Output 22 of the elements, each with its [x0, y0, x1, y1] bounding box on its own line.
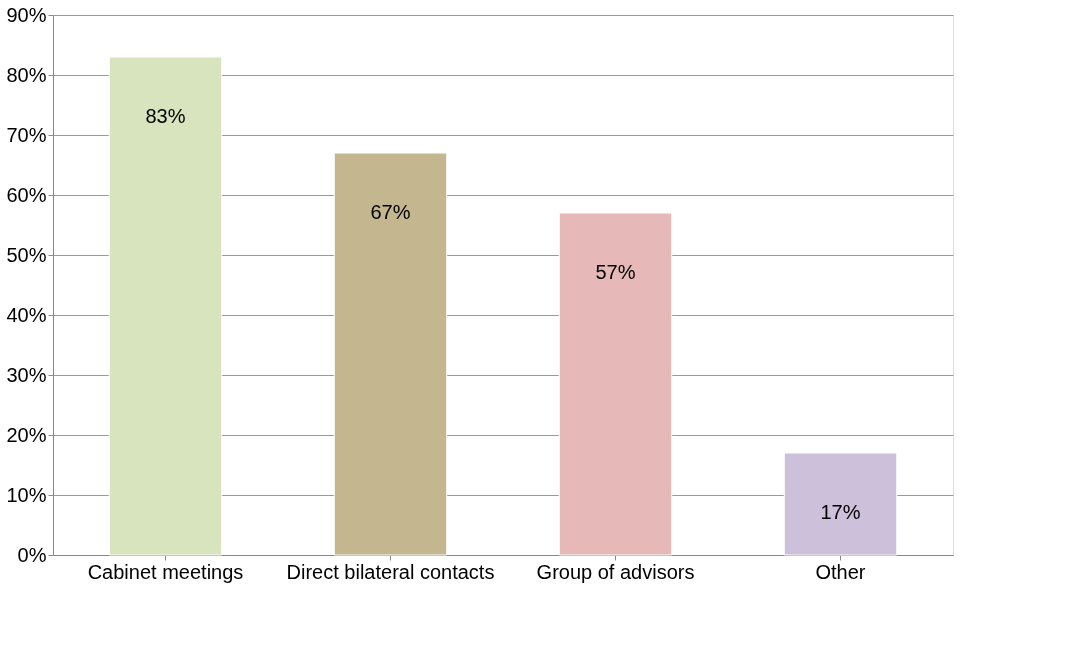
y-tick-label: 50% — [6, 243, 47, 266]
y-tick-label: 90% — [6, 3, 47, 26]
y-tick-label: 60% — [6, 183, 47, 206]
y-tick-label: 70% — [6, 123, 47, 146]
data-label: 57% — [595, 261, 636, 283]
y-tick-label: 40% — [6, 303, 47, 326]
bar — [783, 452, 898, 556]
y-tick-label: 30% — [6, 363, 47, 386]
bar — [558, 212, 673, 556]
bar — [108, 56, 223, 556]
data-label: 83% — [145, 105, 186, 127]
y-tick-label: 80% — [6, 63, 47, 86]
x-tick-label: Direct bilateral contacts — [286, 560, 495, 583]
y-tick-label: 10% — [6, 483, 47, 506]
x-tick-label: Cabinet meetings — [87, 560, 244, 583]
data-label: 67% — [370, 201, 411, 223]
x-tick-label: Other — [815, 560, 866, 583]
y-tick-label: 0% — [17, 543, 47, 566]
x-tick-label: Group of advisors — [536, 560, 695, 583]
bar — [333, 152, 448, 556]
data-label: 17% — [820, 501, 861, 523]
y-tick-label: 20% — [6, 423, 47, 446]
